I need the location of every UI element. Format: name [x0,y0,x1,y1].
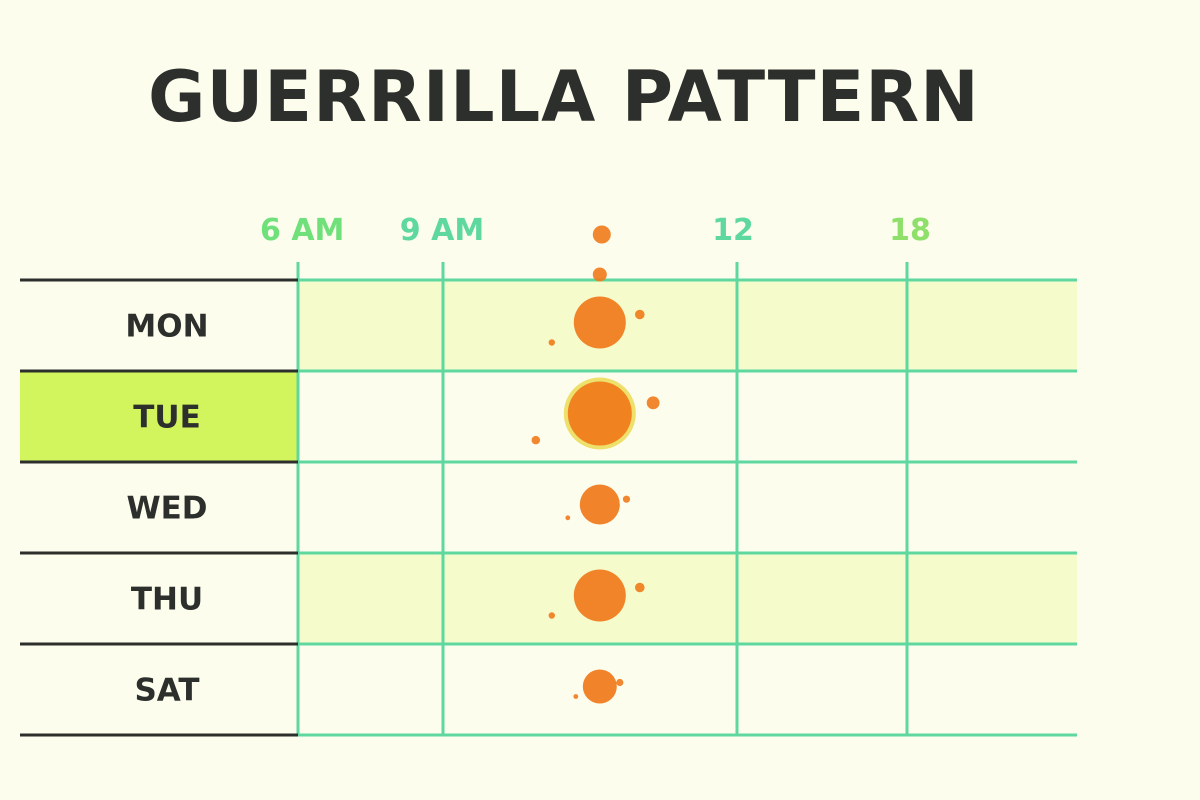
event-splash [646,396,660,410]
x-tick-label: 18 [889,213,931,248]
x-tick-label: 6 AM [260,213,344,248]
event-splash [622,495,631,503]
event-marker-sat [573,669,624,704]
event-dot [573,569,626,622]
event-splash [531,435,541,445]
event-markers [531,225,660,704]
x-tick-label: 12 [712,213,754,248]
event-dot [567,381,632,446]
event-splash [635,309,645,320]
row-shade-thu [298,553,1077,644]
event-dot [573,296,626,349]
row-label-tue: TUE [133,400,201,436]
x-axis-ticks: 6 AM 9 AM 12 18 [260,213,931,248]
event-dot [579,484,620,525]
event-splash [573,694,579,699]
event-marker-mon [548,225,645,349]
x-tick-label: 9 AM [400,213,484,248]
event-marker-thu [548,569,645,622]
row-labels: MON TUE WED THU SAT [125,309,208,709]
event-splash [616,678,624,687]
row-shade-mon [298,280,1077,371]
event-splash [565,515,571,521]
event-dot [582,669,617,704]
event-splash [635,582,645,593]
row-label-sat: SAT [134,673,199,709]
event-splash [592,225,611,244]
grid-lines [296,262,1077,737]
event-marker-wed [565,484,631,525]
row-label-mon: MON [125,309,208,345]
event-splash [592,267,607,282]
chart-title: GUERRILLA PATTERN [148,56,980,138]
event-marker-tue [531,377,660,450]
row-backgrounds [20,280,1077,644]
event-splash [548,612,555,619]
event-splash [548,339,555,346]
row-highlight-tue [20,371,298,462]
row-rules [20,278,298,737]
row-label-wed: WED [126,491,207,527]
row-label-thu: THU [131,582,203,618]
